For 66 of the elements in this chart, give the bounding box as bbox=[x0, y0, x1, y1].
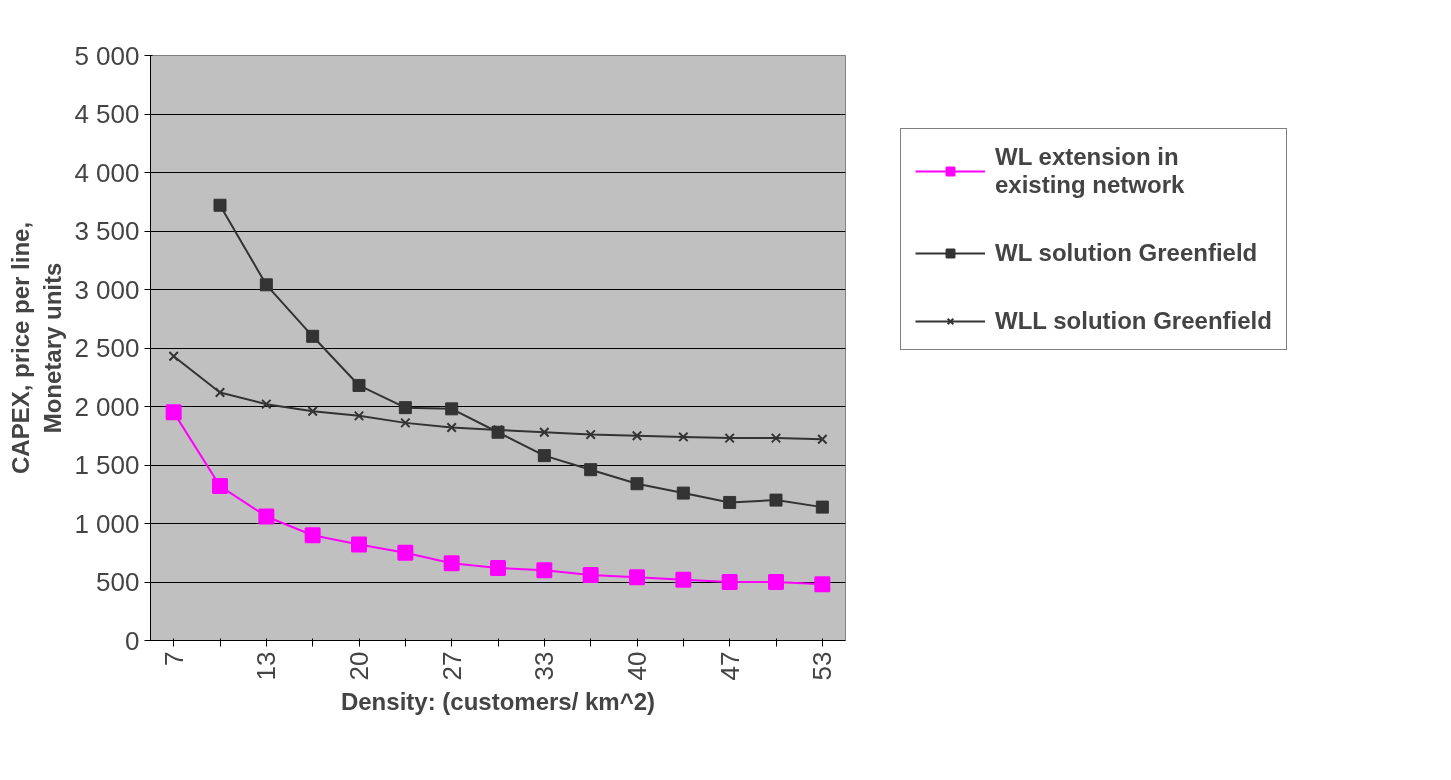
point bbox=[724, 432, 735, 444]
point bbox=[631, 430, 643, 441]
x-tick-label: 33 bbox=[529, 651, 560, 681]
point bbox=[213, 198, 227, 212]
point bbox=[814, 576, 831, 593]
point bbox=[630, 477, 644, 491]
x-tick-label: 20 bbox=[344, 651, 374, 681]
point bbox=[214, 387, 226, 398]
point bbox=[675, 571, 692, 588]
legend-label: WL extension in existing network bbox=[995, 143, 1185, 199]
point bbox=[165, 404, 182, 421]
point bbox=[353, 410, 365, 422]
x-tick-label: 13 bbox=[251, 651, 282, 681]
point bbox=[585, 429, 596, 440]
y-tick-label: 2 500 bbox=[74, 333, 140, 363]
point bbox=[584, 463, 598, 477]
y-tick-label: 0 bbox=[125, 625, 140, 656]
point bbox=[397, 544, 414, 561]
point bbox=[582, 566, 599, 583]
legend-label: WLL solution Greenfield bbox=[995, 307, 1272, 335]
point bbox=[261, 398, 272, 410]
point bbox=[212, 478, 228, 495]
point bbox=[815, 500, 829, 514]
y-tick-label: 500 bbox=[96, 567, 140, 597]
point bbox=[539, 427, 550, 438]
point bbox=[770, 432, 782, 444]
point bbox=[678, 431, 689, 443]
x-tick-label: 7 bbox=[158, 651, 189, 666]
point bbox=[769, 493, 783, 507]
point bbox=[768, 574, 784, 590]
point bbox=[817, 434, 828, 445]
point bbox=[536, 562, 553, 579]
y-tick-label: 3 500 bbox=[74, 216, 140, 246]
point bbox=[168, 350, 179, 362]
y-tick-label: 3 000 bbox=[74, 274, 140, 305]
point bbox=[490, 559, 506, 576]
x-axis-title: Density: (customers/ km^2) bbox=[340, 688, 656, 716]
point bbox=[537, 449, 551, 463]
x-tick-label: 47 bbox=[714, 651, 745, 681]
x-tick-label: 27 bbox=[436, 651, 467, 681]
y-tick-label: 4 500 bbox=[74, 99, 140, 129]
point bbox=[398, 401, 412, 415]
x-tick-label: 40 bbox=[622, 651, 652, 681]
point bbox=[723, 495, 737, 509]
point bbox=[304, 527, 321, 544]
y-tick-label: 1 500 bbox=[74, 450, 140, 480]
point bbox=[307, 405, 318, 417]
point bbox=[445, 402, 459, 416]
legend-label: WL solution Greenfield bbox=[995, 239, 1258, 267]
y-tick-label: 1 000 bbox=[74, 508, 140, 539]
point bbox=[446, 422, 457, 433]
point bbox=[258, 508, 275, 525]
point bbox=[351, 536, 367, 553]
point bbox=[352, 378, 366, 392]
y-tick-label: 4 000 bbox=[74, 157, 140, 188]
y-axis-title: CAPEX, price per line, Monetary units bbox=[7, 221, 67, 475]
point bbox=[676, 486, 690, 500]
x-tick-label: 53 bbox=[807, 651, 838, 681]
point bbox=[443, 555, 460, 572]
point bbox=[306, 329, 320, 343]
point bbox=[629, 569, 645, 586]
point bbox=[400, 417, 411, 429]
point bbox=[259, 278, 273, 292]
y-tick-label: 5 000 bbox=[74, 40, 140, 71]
point bbox=[721, 574, 738, 590]
y-tick-label: 2 000 bbox=[74, 391, 140, 422]
